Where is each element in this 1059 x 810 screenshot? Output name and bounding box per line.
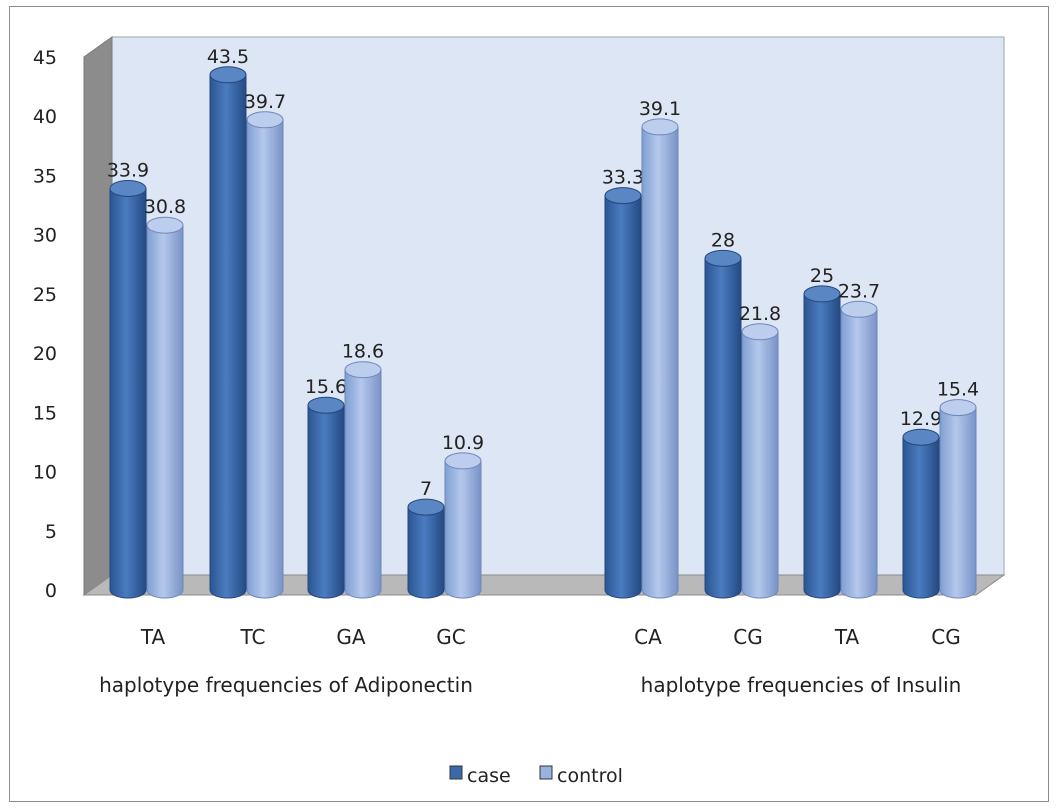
- bar-case: [209, 66, 247, 599]
- bar-body: [246, 119, 284, 599]
- bar-control: [741, 323, 779, 599]
- data-label: 7: [420, 478, 432, 500]
- bar-cap: [902, 428, 940, 446]
- bar-cap: [939, 399, 977, 417]
- bar-cap: [604, 187, 642, 205]
- legend: case control: [449, 765, 623, 787]
- data-label: 43.5: [207, 46, 249, 68]
- data-label: 15.4: [937, 379, 979, 401]
- y-tick-label: 0: [45, 580, 57, 602]
- bar-body: [604, 195, 642, 599]
- data-label: 23.7: [838, 280, 880, 302]
- bar-body: [939, 407, 977, 599]
- data-label: 12.9: [900, 408, 942, 430]
- y-tick-label: 30: [33, 225, 57, 247]
- bar-case: [307, 396, 345, 599]
- bar-body: [146, 224, 184, 599]
- y-tick-label: 5: [45, 521, 57, 543]
- x-tick-label: TA: [140, 625, 166, 649]
- y-tick-label: 45: [33, 47, 57, 69]
- bar-cap: [741, 323, 779, 341]
- bar-control: [146, 216, 184, 599]
- bar-cap: [641, 118, 679, 136]
- group-label: haplotype frequencies of Adiponectin: [99, 673, 473, 697]
- bar-cap: [109, 179, 147, 197]
- group-label: haplotype frequencies of Insulin: [641, 673, 962, 697]
- bar-body: [704, 257, 742, 599]
- data-label: 28: [711, 229, 735, 251]
- bar-cap: [209, 66, 247, 84]
- legend-label-control: control: [557, 765, 623, 787]
- x-tick-label: TC: [239, 625, 265, 649]
- bar-body: [840, 308, 878, 599]
- bar-cap: [246, 111, 284, 129]
- bar-control: [939, 399, 977, 599]
- bar-cap: [344, 361, 382, 379]
- x-tick-label: CA: [634, 625, 662, 649]
- bar-body: [407, 506, 445, 599]
- bar-body: [209, 74, 247, 599]
- bar-control: [641, 118, 679, 599]
- y-axis: 0 5 10 15 20 25 30 35 40 45: [33, 47, 57, 602]
- bar-control: [344, 361, 382, 599]
- y-tick-label: 20: [33, 343, 57, 365]
- x-tick-label: GC: [436, 625, 465, 649]
- x-tick-label: CG: [931, 625, 960, 649]
- bars: 33.9 30.8 43.5 39.7 15.6 18.6 7 10.9 33.3 39.1 28 2…: [107, 46, 979, 599]
- bar-case: [407, 498, 445, 599]
- bar-control: [444, 452, 482, 599]
- bar-case: [604, 187, 642, 599]
- y-tick-label: 40: [33, 106, 57, 128]
- bar-body: [902, 436, 940, 599]
- data-label: 10.9: [442, 432, 484, 454]
- y-tick-label: 10: [33, 462, 57, 484]
- bar-control: [840, 300, 878, 599]
- bar-body: [444, 460, 482, 599]
- y-tick-label: 15: [33, 402, 57, 424]
- bar-cap: [803, 285, 841, 303]
- x-tick-label: TA: [834, 625, 860, 649]
- legend-swatch-case: [449, 765, 463, 780]
- data-label: 30.8: [144, 196, 186, 218]
- x-axis: TA TC GA GC CA CG TA CG haplotype frequencies of…: [99, 625, 961, 697]
- bar-case: [803, 285, 841, 599]
- legend-label-case: case: [467, 765, 511, 787]
- data-label: 18.6: [342, 341, 384, 363]
- bar-body: [344, 369, 382, 599]
- x-tick-label: CG: [733, 625, 762, 649]
- bar-case: [902, 428, 940, 599]
- bar-case: [704, 249, 742, 599]
- y-tick-label: 35: [33, 165, 57, 187]
- side-wall: [83, 36, 113, 596]
- bar-body: [109, 187, 147, 599]
- bar-body: [803, 293, 841, 599]
- bar-body: [307, 404, 345, 599]
- x-tick-label: GA: [336, 625, 365, 649]
- data-label: 39.7: [244, 91, 286, 113]
- bar-cap: [407, 498, 445, 516]
- bar-cap: [307, 396, 345, 414]
- data-label: 15.6: [305, 376, 347, 398]
- bar-body: [741, 331, 779, 599]
- bar-cap: [704, 249, 742, 267]
- legend-swatch-control: [539, 765, 553, 780]
- bar-body: [641, 126, 679, 599]
- bar-cap: [840, 300, 878, 318]
- bar-cap: [146, 216, 184, 234]
- bar-case: [109, 179, 147, 599]
- data-label: 39.1: [639, 98, 681, 120]
- y-tick-label: 25: [33, 284, 57, 306]
- bar-control: [246, 111, 284, 599]
- data-label: 25: [810, 265, 834, 287]
- bar-cap: [444, 452, 482, 470]
- data-label: 21.8: [739, 303, 781, 325]
- data-label: 33.9: [107, 159, 149, 181]
- data-label: 33.3: [602, 167, 644, 189]
